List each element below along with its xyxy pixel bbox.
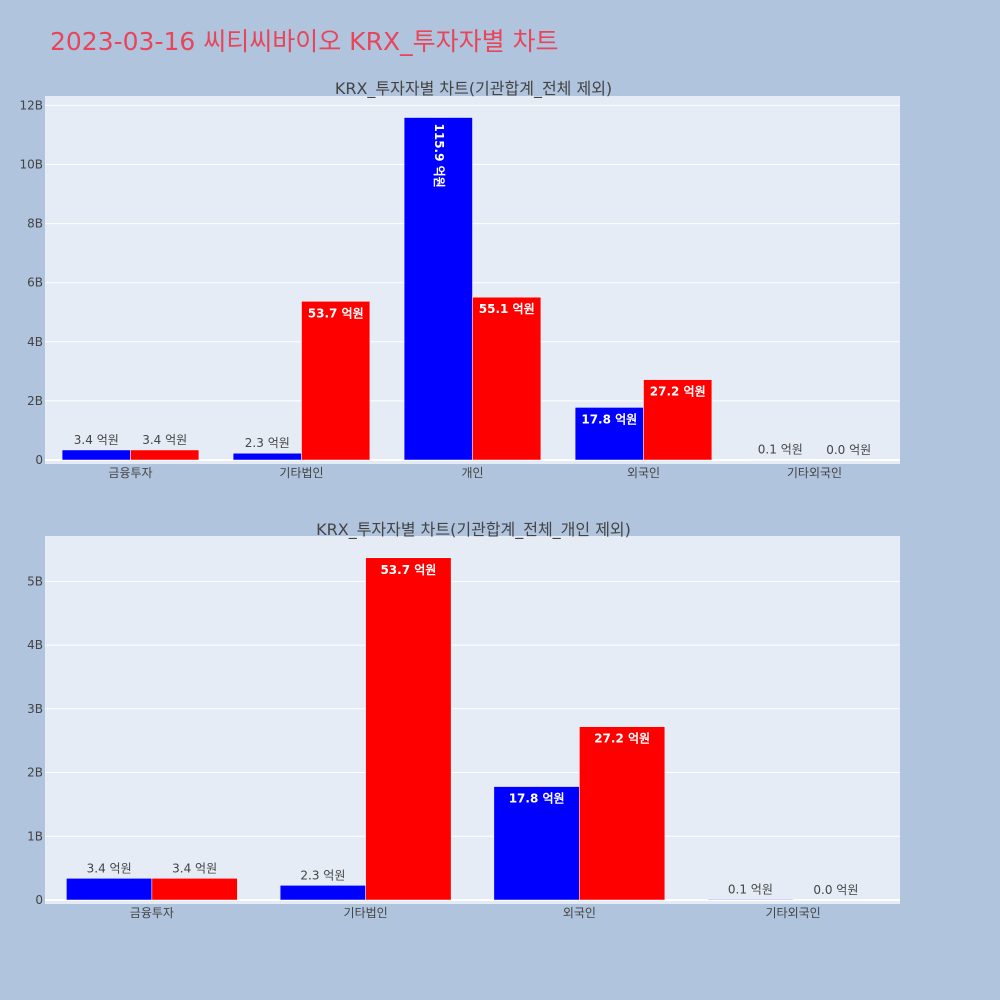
x-tick-label: 금융투자 xyxy=(108,466,152,480)
bar-sell xyxy=(130,449,200,461)
y-tick-label: 2B xyxy=(27,766,43,780)
bar-buy xyxy=(574,407,644,461)
data-label: 0.1 억원 xyxy=(758,443,803,457)
bar-buy xyxy=(66,878,153,901)
data-label: 3.4 억원 xyxy=(87,861,132,875)
chart-2: 0 1B 2B 3B 4B 5B KRX_투자자별 차트(기관합계_전체_개인 제외) 금융투… xyxy=(27,520,900,920)
data-label: 115.9 억원 xyxy=(432,124,446,188)
data-label: 0.1 억원 xyxy=(728,882,773,896)
data-label: 27.2 억원 xyxy=(650,385,706,399)
data-label: 2.3 억원 xyxy=(245,436,290,450)
data-label: 55.1 억원 xyxy=(479,302,535,316)
data-label: 3.4 억원 xyxy=(142,433,187,447)
y-tick-label: 3B xyxy=(27,702,43,716)
bar-sell xyxy=(301,301,371,461)
y-tick-label: 10B xyxy=(19,157,43,171)
chart-1: 0 2B 4B 6B 8B 10B 12B KRX_투자자별 차트(기관합계_전체 제외) 금융… xyxy=(19,79,900,480)
chart-title: KRX_투자자별 차트(기관합계_전체_개인 제외) xyxy=(316,520,631,540)
x-tick-label: 금융투자 xyxy=(130,906,174,920)
x-tick-label: 기타법인 xyxy=(279,466,323,480)
y-tick-label: 12B xyxy=(19,98,43,112)
page-title: 2023-03-16 씨티씨바이오 KRX_투자자별 차트 xyxy=(50,27,559,56)
bar-sell xyxy=(814,459,884,461)
bar-sell xyxy=(643,379,713,461)
bar-sell xyxy=(792,899,879,901)
bar-sell xyxy=(472,296,542,461)
y-tick-label: 5B xyxy=(27,574,43,588)
y-tick-label: 0 xyxy=(35,893,43,907)
bar-buy xyxy=(403,117,473,461)
x-tick-label: 기타외국인 xyxy=(787,466,842,480)
bar-buy xyxy=(493,786,580,901)
bar-buy xyxy=(61,449,131,461)
x-tick-label: 개인 xyxy=(461,466,483,480)
plot-area xyxy=(45,536,900,904)
data-label: 0.0 억원 xyxy=(826,443,871,457)
bar-buy xyxy=(745,459,815,461)
x-tick-label: 기타외국인 xyxy=(766,906,821,920)
y-tick-label: 1B xyxy=(27,829,43,843)
y-tick-label: 8B xyxy=(27,217,43,231)
y-tick-label: 6B xyxy=(27,276,43,290)
bar-sell xyxy=(365,557,452,901)
bar-sell xyxy=(151,878,238,901)
x-tick-label: 외국인 xyxy=(627,466,660,480)
bar-sell xyxy=(579,726,666,901)
x-tick-label: 외국인 xyxy=(563,906,596,920)
data-label: 17.8 억원 xyxy=(581,412,637,426)
data-label: 0.0 억원 xyxy=(813,883,858,897)
data-label: 3.4 억원 xyxy=(172,861,217,875)
data-label: 53.7 억원 xyxy=(380,563,436,577)
data-label: 17.8 억원 xyxy=(509,792,565,806)
y-tick-label: 2B xyxy=(27,394,43,408)
chart-title: KRX_투자자별 차트(기관합계_전체 제외) xyxy=(335,79,612,99)
data-label: 27.2 억원 xyxy=(594,732,650,746)
bar-buy xyxy=(707,899,794,901)
y-tick-label: 4B xyxy=(27,335,43,349)
data-label: 2.3 억원 xyxy=(300,868,345,882)
y-tick-label: 0 xyxy=(35,453,43,467)
y-tick-label: 4B xyxy=(27,638,43,652)
bar-buy xyxy=(232,452,302,461)
data-label: 53.7 억원 xyxy=(308,306,364,320)
x-tick-label: 기타법인 xyxy=(344,906,388,920)
data-label: 3.4 억원 xyxy=(74,433,119,447)
bar-buy xyxy=(279,885,366,901)
